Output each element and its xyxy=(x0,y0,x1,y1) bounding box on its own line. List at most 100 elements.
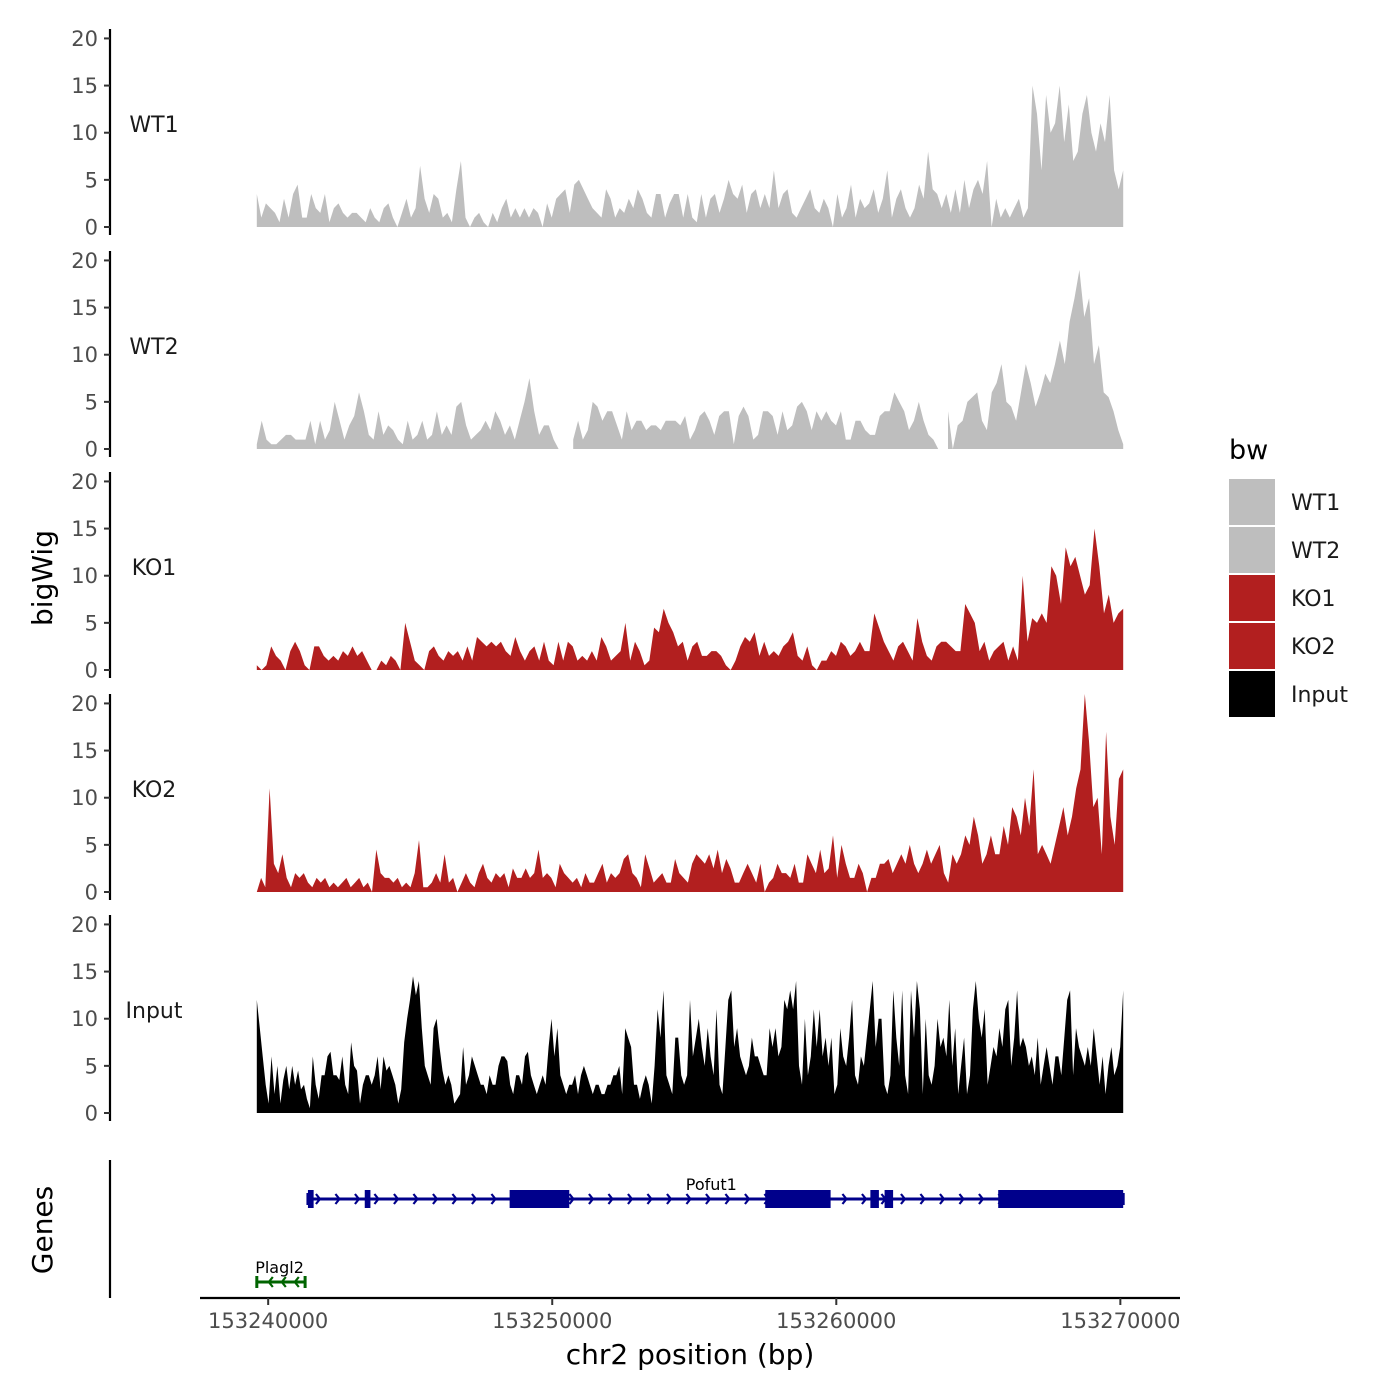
strand-arrow xyxy=(939,1193,946,1205)
track-label: KO2 xyxy=(132,778,177,803)
strand-arrow xyxy=(451,1193,458,1205)
strand-arrow xyxy=(607,1193,614,1205)
strand-arrow xyxy=(958,1193,965,1205)
gene-pofut1: Pofut1 xyxy=(306,1175,1125,1208)
y-tick-label: 10 xyxy=(71,786,98,810)
legend-key-wt2 xyxy=(1229,527,1275,573)
strand-arrow xyxy=(334,1193,341,1205)
y-tick-label: 0 xyxy=(85,216,98,240)
strand-arrow xyxy=(373,1193,380,1205)
exon-block xyxy=(509,1190,570,1208)
legend-label: WT2 xyxy=(1291,539,1340,564)
strand-arrow xyxy=(627,1193,634,1205)
strand-arrow xyxy=(705,1193,712,1205)
gene-label: Pofut1 xyxy=(686,1175,737,1194)
signal-area-wt2 xyxy=(573,392,939,449)
y-tick-label: 10 xyxy=(71,1007,98,1031)
legend: bw WT1 WT2 KO1 KO2 Input xyxy=(1229,435,1348,717)
y-tick-label: 5 xyxy=(85,390,98,414)
strand-arrow xyxy=(280,1276,287,1288)
y-tick-label: 15 xyxy=(71,296,98,320)
legend-label: WT1 xyxy=(1291,491,1340,516)
legend-key-input xyxy=(1229,671,1275,717)
y-tick-label: 10 xyxy=(71,564,98,588)
strand-arrow xyxy=(568,1193,575,1205)
strand-arrow xyxy=(354,1193,361,1205)
signal-area-wt2 xyxy=(256,378,559,449)
y-tick-label: 20 xyxy=(71,249,98,273)
track-label: WT2 xyxy=(129,335,178,360)
y-tick-label: 20 xyxy=(71,470,98,494)
legend-title: bw xyxy=(1229,435,1268,466)
track-input: 0 5 10 15 20 Input xyxy=(71,913,1124,1126)
strand-arrow xyxy=(267,1276,274,1288)
track-wt2: 0 5 10 15 20 WT2 xyxy=(71,249,1124,462)
strand-arrow xyxy=(744,1193,751,1205)
y-tick-label: 10 xyxy=(71,343,98,367)
strand-arrow xyxy=(685,1193,692,1205)
exon-block xyxy=(870,1190,879,1208)
y-tick-label: 0 xyxy=(85,1102,98,1126)
y-tick-label: 5 xyxy=(85,611,98,635)
y-tick-label: 0 xyxy=(85,659,98,683)
legend-label: KO2 xyxy=(1291,635,1336,660)
x-tick-label: 153270000 xyxy=(1060,1309,1180,1333)
strand-arrow xyxy=(646,1193,653,1205)
y-tick-label: 15 xyxy=(71,960,98,984)
legend-label: Input xyxy=(1291,683,1348,708)
signal-area-wt2 xyxy=(948,269,1124,449)
strand-arrow xyxy=(315,1193,322,1205)
exon-block xyxy=(765,1190,831,1208)
strand-arrow xyxy=(666,1193,673,1205)
x-tick-label: 153260000 xyxy=(776,1309,896,1333)
legend-key-ko1 xyxy=(1229,575,1275,621)
legend-key-wt1 xyxy=(1229,479,1275,525)
gene-plagl2: Plagl2 xyxy=(255,1258,307,1288)
strand-arrow xyxy=(412,1193,419,1205)
y-tick-label: 5 xyxy=(85,168,98,192)
signal-area-ko1 xyxy=(256,528,1124,670)
y-tick-label: 20 xyxy=(71,913,98,937)
y-tick-label: 15 xyxy=(71,517,98,541)
y-tick-label: 5 xyxy=(85,1054,98,1078)
strand-arrow xyxy=(724,1193,731,1205)
gene-label: Plagl2 xyxy=(255,1258,304,1277)
y-tick-label: 20 xyxy=(71,692,98,716)
strand-arrow xyxy=(432,1193,439,1205)
legend-key-ko2 xyxy=(1229,623,1275,669)
track-label: KO1 xyxy=(132,556,177,581)
strand-arrow xyxy=(919,1193,926,1205)
y-tick-label: 0 xyxy=(85,438,98,462)
strand-arrow xyxy=(471,1193,478,1205)
y-tick-label: 0 xyxy=(85,881,98,905)
exon-block xyxy=(998,1190,1124,1208)
strand-arrow xyxy=(841,1193,848,1205)
genes-panel: Pofut1 Plagl2 xyxy=(108,1160,1125,1298)
signal-tracks: 0 5 10 15 20 WT1 0 5 10 15 20 WT2 0 5 10 15 20 KO1 0 5 10 15 2… xyxy=(71,27,1124,1126)
signal-area-input xyxy=(256,976,1124,1113)
legend-label: KO1 xyxy=(1291,587,1336,612)
strand-arrow xyxy=(490,1193,497,1205)
strand-arrow xyxy=(393,1193,400,1205)
signal-area-ko2 xyxy=(256,694,1124,892)
exon-block xyxy=(307,1190,314,1208)
track-ko2: 0 5 10 15 20 KO2 xyxy=(71,692,1124,905)
y-tick-label: 15 xyxy=(71,739,98,763)
x-tick-label: 153250000 xyxy=(492,1309,612,1333)
strand-arrow xyxy=(900,1193,907,1205)
x-axis-title: chr2 position (bp) xyxy=(566,1338,815,1371)
strand-arrow xyxy=(588,1193,595,1205)
y-tick-label: 15 xyxy=(71,74,98,98)
strand-arrow xyxy=(978,1193,985,1205)
y-tick-label: 20 xyxy=(71,27,98,51)
signal-area-wt1 xyxy=(256,85,1124,227)
genes-axis-title: Genes xyxy=(26,1186,59,1274)
x-axis: 153240000 153250000 153260000 153270000 xyxy=(200,1296,1180,1333)
x-tick-label: 153240000 xyxy=(208,1309,328,1333)
track-ko1: 0 5 10 15 20 KO1 xyxy=(71,470,1124,683)
y-axis-title: bigWig xyxy=(26,530,59,626)
y-tick-label: 10 xyxy=(71,121,98,145)
track-label: WT1 xyxy=(129,113,178,138)
track-label: Input xyxy=(126,999,183,1024)
